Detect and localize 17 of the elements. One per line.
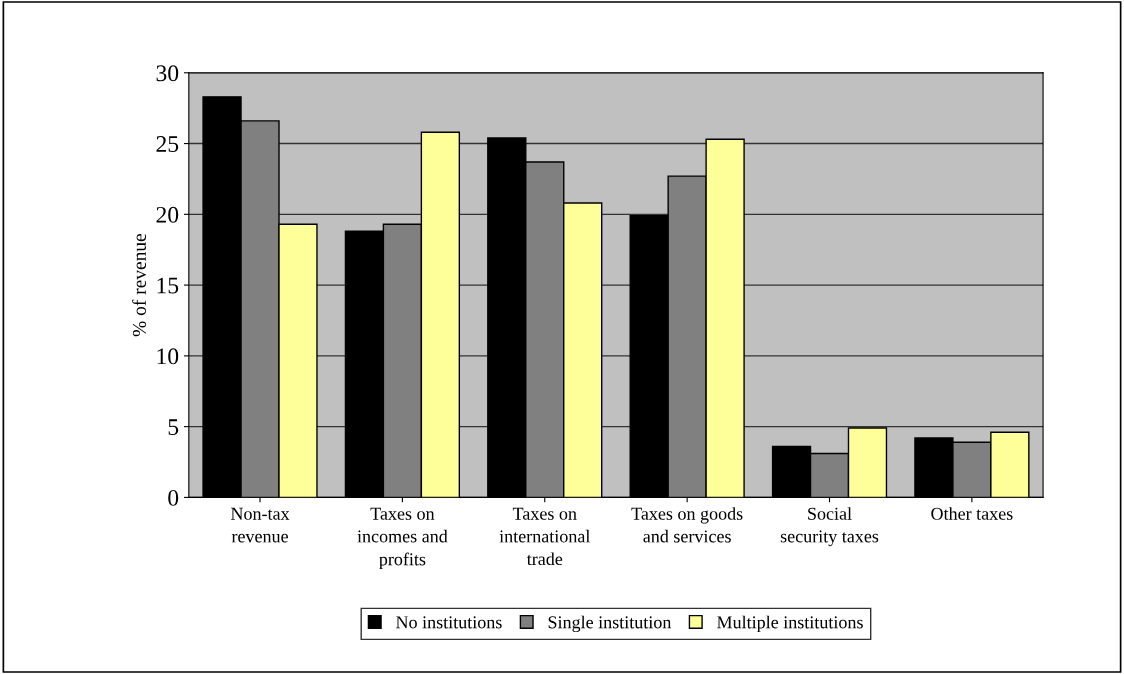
x-tick-label: Taxes on incomes and profits [357,507,448,570]
legend-label: Multiple institutions [717,615,863,633]
y-tick-label: 10 [157,348,179,365]
x-tick-label: Taxes on goods and services [631,507,743,543]
y-tick-label: 30 [156,65,179,82]
x-tick-label: Social security taxes [780,507,879,547]
legend-label: Single institution [548,615,672,633]
x-tick-label: Taxes on international trade [499,507,591,566]
y-tick-label: 15 [157,277,179,294]
legend-label: No institutions [396,616,502,629]
x-tick-label: Non-tax revenue [230,507,290,543]
y-axis-title: % of revenue [132,233,147,337]
y-tick-label: 0 [168,489,179,506]
y-tick-label: 25 [156,136,179,152]
y-tick-label: 5 [168,419,179,436]
y-tick-label: 20 [156,206,179,223]
x-tick-label: Other taxes [931,507,1013,520]
